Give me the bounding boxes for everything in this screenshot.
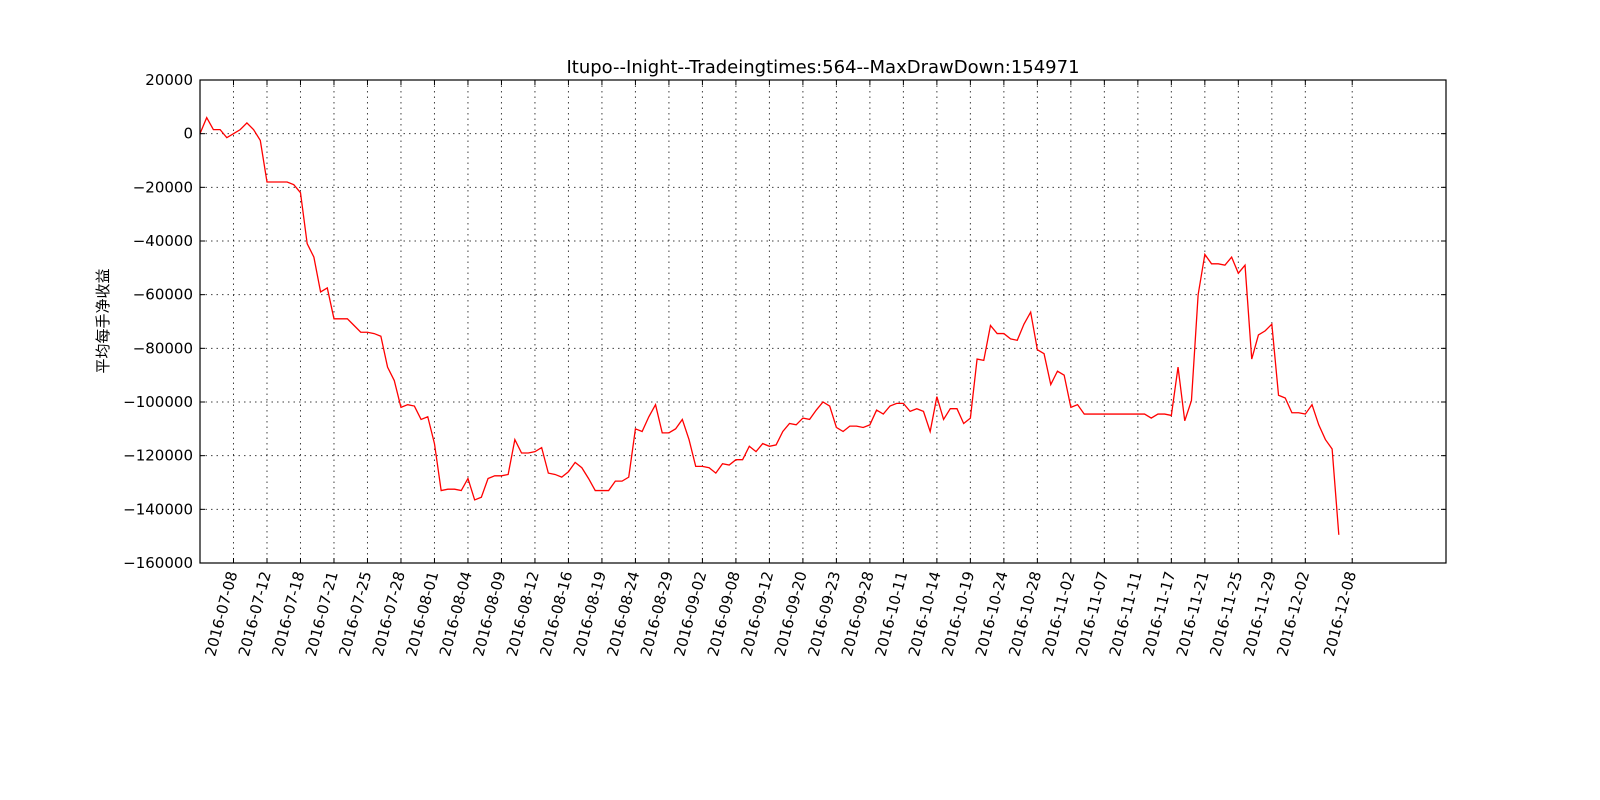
y-tick-label: 0: [183, 125, 193, 143]
y-tick-label: −40000: [133, 232, 193, 250]
chart-title: Itupo--Inight--Tradeingtimes:564--MaxDra…: [566, 57, 1079, 78]
y-tick-label: −100000: [123, 393, 193, 411]
y-tick-label: −160000: [123, 554, 193, 572]
y-tick-label: −120000: [123, 447, 193, 465]
y-tick-label: −80000: [133, 339, 193, 357]
y-tick-label: 20000: [145, 71, 193, 89]
y-axis-label: 平均每手净收益: [94, 268, 112, 373]
y-tick-label: −140000: [123, 500, 193, 518]
y-axis: 20000 0 −20000 −40000 −60000 −80000 −100000 −12…: [123, 71, 1446, 572]
y-tick-label: −60000: [133, 286, 193, 304]
y-tick-label: −20000: [133, 178, 193, 196]
grid-lines: [200, 80, 1446, 563]
series-layer: [199, 116, 1340, 535]
plot-frame: [199, 79, 1447, 564]
series-line: [199, 116, 1340, 535]
